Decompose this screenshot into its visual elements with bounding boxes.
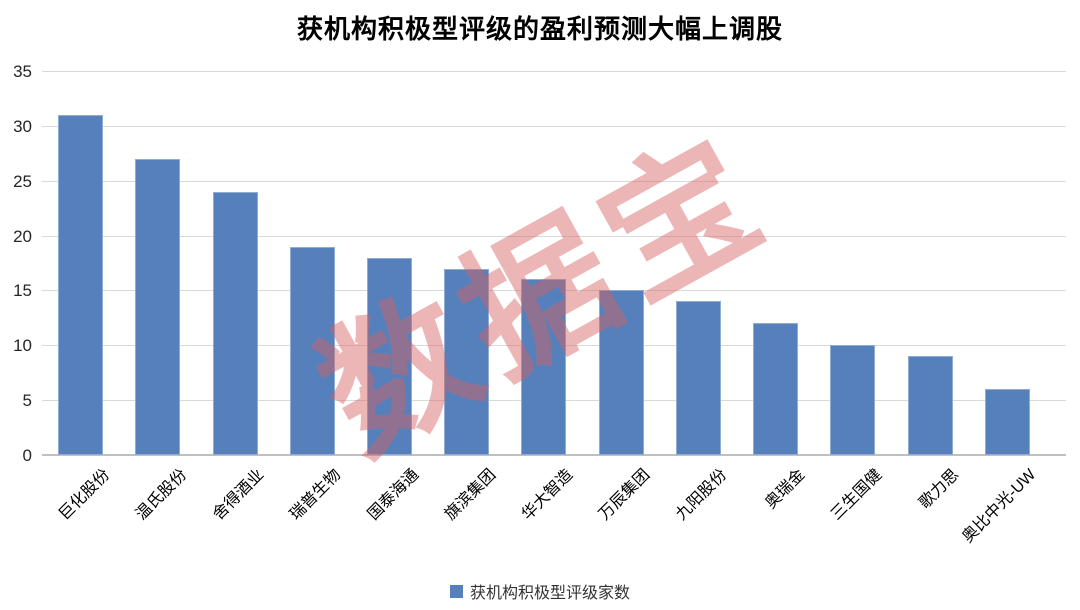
y-tick-label-10: 10 — [13, 336, 32, 356]
plot-area — [42, 71, 1066, 456]
bar-华大智造 — [521, 279, 567, 455]
bar-九阳股份 — [675, 301, 721, 455]
bar-奥瑞金 — [753, 323, 799, 455]
y-tick-label-30: 30 — [13, 116, 32, 136]
bar-旗滨集团 — [444, 268, 490, 455]
y-tick-label-5: 5 — [22, 391, 32, 411]
bar-瑞普生物 — [289, 246, 335, 455]
gridline-20 — [42, 235, 1066, 237]
gridline-25 — [42, 180, 1066, 182]
bar-歌力思 — [907, 356, 953, 455]
bar-三生国健 — [830, 345, 876, 455]
legend: 获机构积极型评级家数 — [0, 579, 1080, 603]
bar-温氏股份 — [135, 158, 181, 455]
x-tick-label-舍得酒业: 舍得酒业 — [210, 466, 268, 524]
x-tick-label-瑞普生物: 瑞普生物 — [287, 466, 345, 524]
bar-series — [42, 72, 1046, 455]
legend-label: 获机构积极型评级家数 — [469, 585, 630, 602]
x-tick-label-奥瑞金: 奥瑞金 — [761, 466, 808, 513]
y-tick-label-15: 15 — [13, 281, 32, 301]
gridline-35 — [42, 71, 1066, 72]
bar-万辰集团 — [598, 290, 644, 455]
x-tick-label-奥比中光-UW: 奥比中光-UW — [959, 466, 1040, 547]
x-tick-label-国泰海通: 国泰海通 — [364, 466, 422, 524]
bar-奥比中光-UW — [984, 389, 1030, 455]
gridline-0 — [42, 454, 1066, 456]
y-tick-label-20: 20 — [13, 226, 32, 246]
x-tick-label-九阳股份: 九阳股份 — [673, 466, 731, 524]
legend-swatch-icon — [449, 584, 463, 598]
x-tick-label-巨化股份: 巨化股份 — [55, 466, 113, 524]
y-tick-label-25: 25 — [13, 171, 32, 191]
x-tick-label-华大智造: 华大智造 — [518, 466, 577, 524]
x-tick-label-歌力思: 歌力思 — [916, 466, 963, 513]
bar-国泰海通 — [366, 257, 412, 455]
chart-title: 获机构积极型评级的盈利预测大幅上调股 — [296, 15, 783, 44]
y-tick-label-0: 0 — [22, 446, 32, 465]
y-tick-label-35: 35 — [13, 62, 32, 81]
x-tick-label-温氏股份: 温氏股份 — [132, 466, 191, 524]
bar-巨化股份 — [58, 114, 104, 455]
bar-舍得酒业 — [212, 191, 258, 455]
x-tick-label-三生国健: 三生国健 — [827, 466, 886, 524]
gridline-30 — [42, 125, 1066, 127]
x-tick-label-万辰集团: 万辰集团 — [596, 466, 654, 524]
x-tick-label-旗滨集团: 旗滨集团 — [441, 466, 500, 524]
